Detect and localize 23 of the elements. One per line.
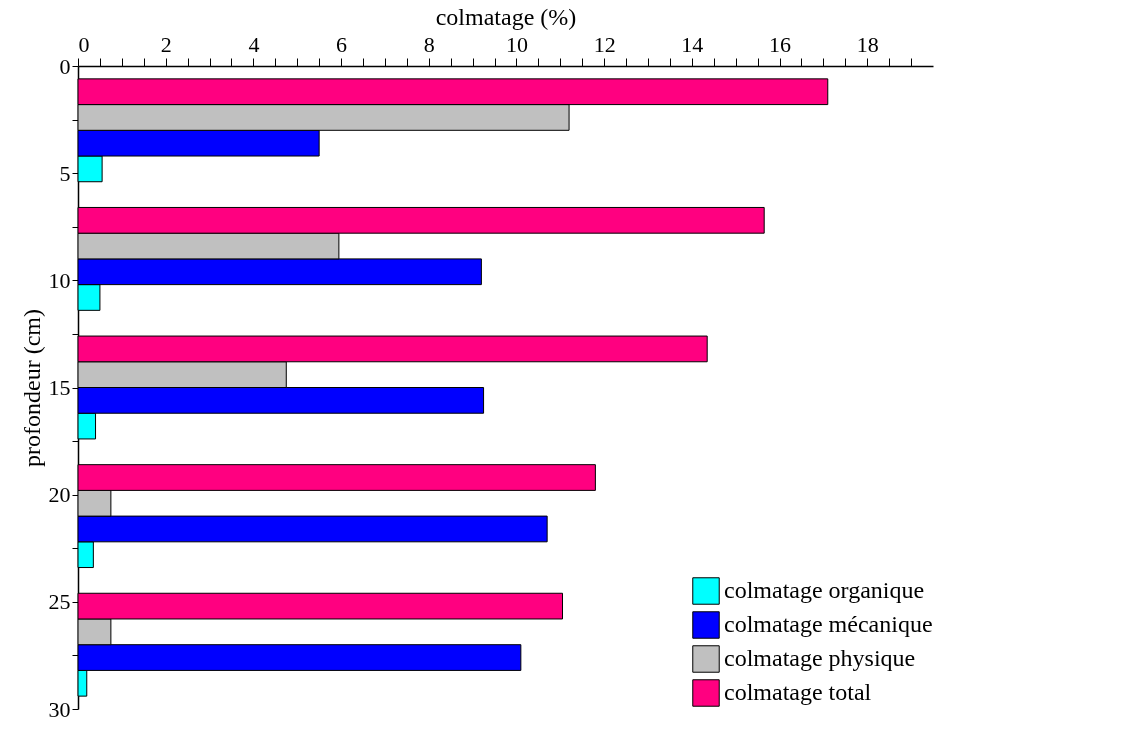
- y-tick-label: 5: [59, 160, 71, 186]
- x-tick-label: 18: [856, 31, 879, 57]
- x-tick-label: 14: [681, 31, 704, 57]
- x-tick-label: 8: [423, 31, 435, 57]
- x-axis-title: colmatage (%): [435, 3, 577, 30]
- x-tick-label: 4: [248, 31, 260, 57]
- x-tick-label: 12: [593, 31, 616, 57]
- y-tick-label: 30: [48, 696, 71, 722]
- x-tick-label: 2: [160, 31, 172, 57]
- y-tick-label: 25: [48, 589, 71, 615]
- x-tick-label: 6: [336, 31, 348, 57]
- legend-label: colmatage organique: [724, 577, 925, 603]
- legend-label: colmatage mécanique: [724, 611, 933, 637]
- y-tick-label: 0: [59, 53, 71, 79]
- legend-label: colmatage physique: [724, 645, 916, 671]
- y-tick-label: 20: [48, 482, 71, 508]
- x-tick-label: 0: [78, 31, 90, 57]
- y-tick-label: 10: [48, 267, 71, 293]
- x-tick-label: 16: [769, 31, 792, 57]
- y-axis-title: profondeur (cm): [18, 309, 45, 467]
- y-tick-label: 15: [48, 375, 71, 400]
- x-tick-label: 10: [505, 31, 528, 57]
- legend-label: colmatage total: [724, 679, 872, 705]
